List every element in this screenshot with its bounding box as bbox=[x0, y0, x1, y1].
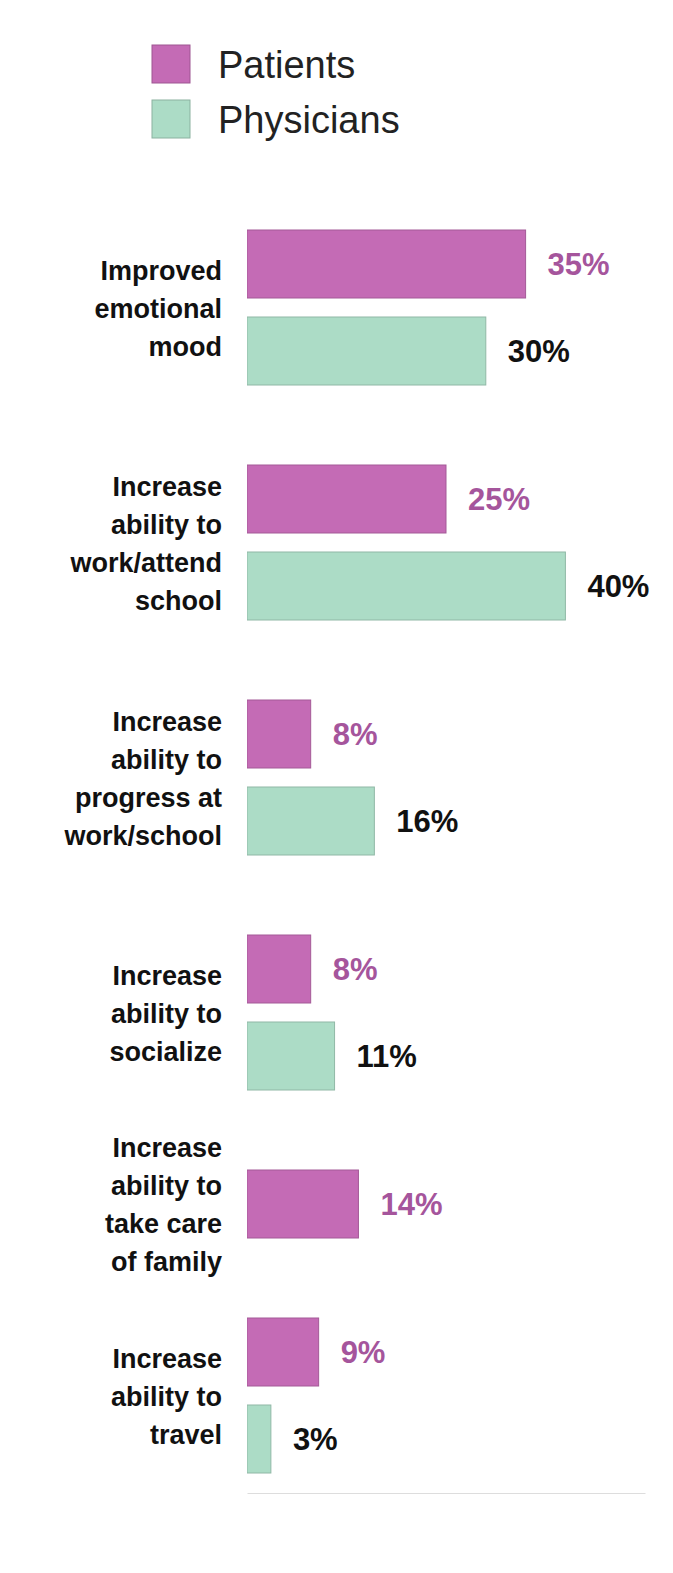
bar bbox=[247, 317, 486, 385]
bar bbox=[247, 1318, 319, 1386]
legend-swatch bbox=[152, 100, 190, 138]
legend-label: Patients bbox=[218, 44, 355, 86]
bar bbox=[247, 552, 565, 620]
category-label: Increase ability to travel bbox=[111, 1344, 222, 1450]
category-label-line: work/school bbox=[63, 821, 222, 851]
data-label: 16% bbox=[396, 804, 458, 839]
category-label-line: take care bbox=[105, 1209, 222, 1239]
bar bbox=[247, 1405, 271, 1473]
bar bbox=[247, 935, 311, 1003]
legend-label: Physicians bbox=[218, 99, 400, 141]
category-label-line: Increase bbox=[112, 472, 222, 502]
data-label: 8% bbox=[333, 717, 378, 752]
data-label: 9% bbox=[341, 1335, 386, 1370]
chart: Patients Physicians 35% 30% 25% 40% 8% 16% 8% 11%… bbox=[0, 0, 673, 1573]
bar bbox=[247, 230, 526, 298]
category-label-line: travel bbox=[150, 1420, 222, 1450]
data-label: 35% bbox=[548, 247, 610, 282]
category-label-line: ability to bbox=[111, 1382, 222, 1412]
axis-line bbox=[248, 1493, 646, 1494]
category-label: Increase ability to take care of family bbox=[105, 1133, 222, 1277]
bar bbox=[247, 465, 446, 533]
category-label-line: work/attend bbox=[69, 548, 222, 578]
category-label-line: mood bbox=[149, 332, 223, 362]
bar bbox=[247, 1022, 335, 1090]
category-label-line: Improved bbox=[100, 256, 222, 286]
bars bbox=[247, 230, 565, 1473]
category-label-line: school bbox=[135, 586, 222, 616]
category-label-line: progress at bbox=[75, 783, 222, 813]
data-label: 8% bbox=[333, 952, 378, 987]
data-label: 25% bbox=[468, 482, 530, 517]
data-label: 30% bbox=[508, 334, 570, 369]
category-label-line: emotional bbox=[94, 294, 222, 324]
category-label-line: Increase bbox=[112, 1344, 222, 1374]
data-labels: 35% 30% 25% 40% 8% 16% 8% 11% 14% 9% 3% bbox=[293, 247, 650, 1457]
legend: Patients Physicians bbox=[152, 44, 400, 141]
category-label-line: Increase bbox=[112, 961, 222, 991]
category-label-line: ability to bbox=[111, 745, 222, 775]
data-label: 40% bbox=[587, 569, 649, 604]
data-label: 3% bbox=[293, 1422, 338, 1457]
legend-swatch bbox=[152, 45, 190, 83]
category-label-line: ability to bbox=[111, 1171, 222, 1201]
data-label: 11% bbox=[357, 1039, 417, 1074]
category-label-line: ability to bbox=[111, 510, 222, 540]
category-label-line: Increase bbox=[112, 1133, 222, 1163]
category-label: Increase ability to work/attend school bbox=[69, 472, 222, 616]
category-label-line: Increase bbox=[112, 707, 222, 737]
category-label-line: of family bbox=[111, 1247, 222, 1277]
category-label: Increase ability to progress at work/school bbox=[63, 707, 222, 851]
category-label-line: ability to bbox=[111, 999, 222, 1029]
bar bbox=[247, 1170, 358, 1238]
data-label: 14% bbox=[380, 1187, 442, 1222]
y-axis: Improved emotional mood Increase ability to w… bbox=[63, 256, 222, 1450]
x-axis bbox=[248, 1493, 646, 1494]
category-label: Improved emotional mood bbox=[94, 256, 222, 362]
bar bbox=[247, 787, 374, 855]
bar bbox=[247, 700, 311, 768]
category-label: Increase ability to socialize bbox=[109, 961, 222, 1067]
category-label-line: socialize bbox=[109, 1037, 222, 1067]
